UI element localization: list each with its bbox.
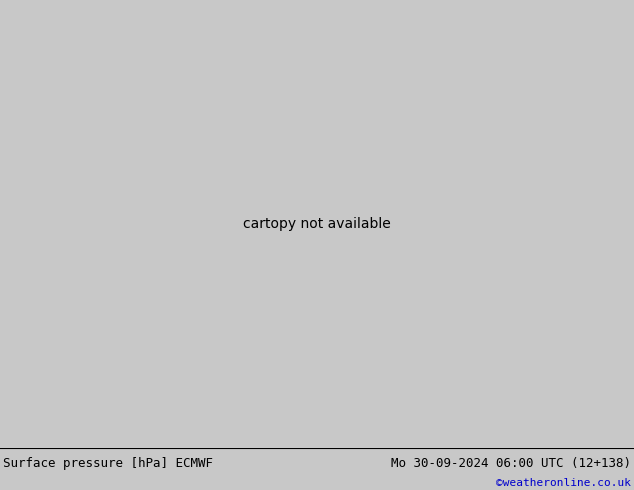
Text: Mo 30-09-2024 06:00 UTC (12+138): Mo 30-09-2024 06:00 UTC (12+138)	[391, 458, 631, 470]
Text: Surface pressure [hPa] ECMWF: Surface pressure [hPa] ECMWF	[3, 458, 213, 470]
Text: cartopy not available: cartopy not available	[243, 217, 391, 231]
Text: ©weatheronline.co.uk: ©weatheronline.co.uk	[496, 478, 631, 488]
